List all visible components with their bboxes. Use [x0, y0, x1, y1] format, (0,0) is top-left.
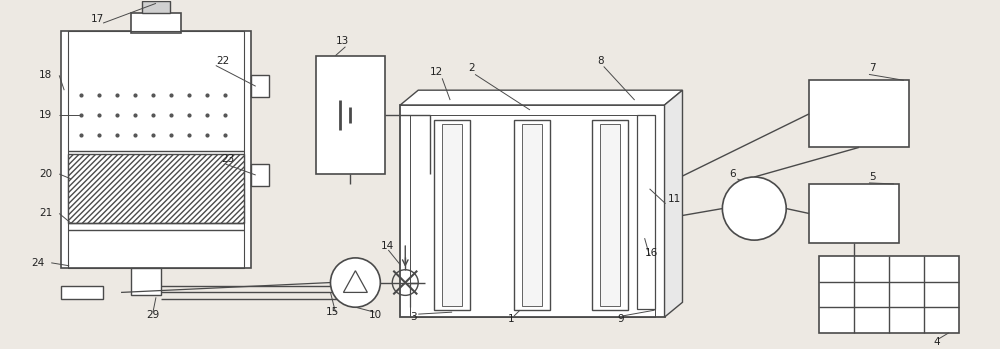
Text: 5: 5	[869, 172, 876, 182]
Text: 11: 11	[668, 194, 681, 204]
Bar	[522, 124, 542, 306]
Text: 1: 1	[508, 314, 515, 324]
Bar	[410, 115, 655, 317]
Text: 18: 18	[39, 70, 53, 80]
Text: 24: 24	[31, 258, 45, 268]
Bar	[514, 120, 550, 310]
Text: 9: 9	[618, 314, 624, 324]
Bar	[400, 105, 665, 317]
Text: 29: 29	[146, 310, 159, 320]
Bar	[142, 1, 170, 13]
Bar	[68, 154, 244, 223]
Bar	[600, 124, 620, 306]
Text: 14: 14	[380, 241, 394, 251]
Text: 12: 12	[430, 67, 443, 77]
Polygon shape	[400, 90, 682, 105]
Text: 6: 6	[729, 169, 736, 179]
Text: 4: 4	[934, 337, 940, 347]
Text: 20: 20	[39, 169, 52, 179]
Bar	[251, 164, 269, 186]
Bar	[434, 120, 470, 310]
Text: 8: 8	[598, 55, 604, 66]
Bar	[442, 124, 462, 306]
Bar	[819, 256, 959, 333]
Bar	[251, 75, 269, 97]
Bar	[592, 120, 628, 310]
Text: 17: 17	[91, 14, 104, 24]
Bar	[637, 115, 655, 309]
Bar	[809, 80, 909, 147]
Bar	[410, 307, 655, 319]
Text: 22: 22	[216, 55, 229, 66]
Text: 10: 10	[368, 310, 381, 320]
Bar	[131, 268, 161, 295]
Text: 7: 7	[869, 64, 876, 74]
Text: 3: 3	[410, 312, 417, 322]
Text: 21: 21	[39, 208, 53, 218]
Bar	[809, 184, 899, 243]
Text: 16: 16	[645, 248, 658, 258]
Circle shape	[722, 177, 786, 240]
Circle shape	[330, 258, 380, 307]
Text: 15: 15	[325, 307, 339, 317]
Bar	[61, 31, 251, 268]
Bar	[316, 55, 385, 174]
Bar	[61, 285, 103, 299]
Bar	[131, 13, 181, 33]
Text: 2: 2	[468, 64, 475, 74]
Bar	[68, 31, 244, 268]
Text: 23: 23	[221, 154, 234, 164]
Polygon shape	[665, 90, 682, 317]
Text: 13: 13	[335, 36, 349, 46]
Text: 19: 19	[39, 110, 53, 120]
